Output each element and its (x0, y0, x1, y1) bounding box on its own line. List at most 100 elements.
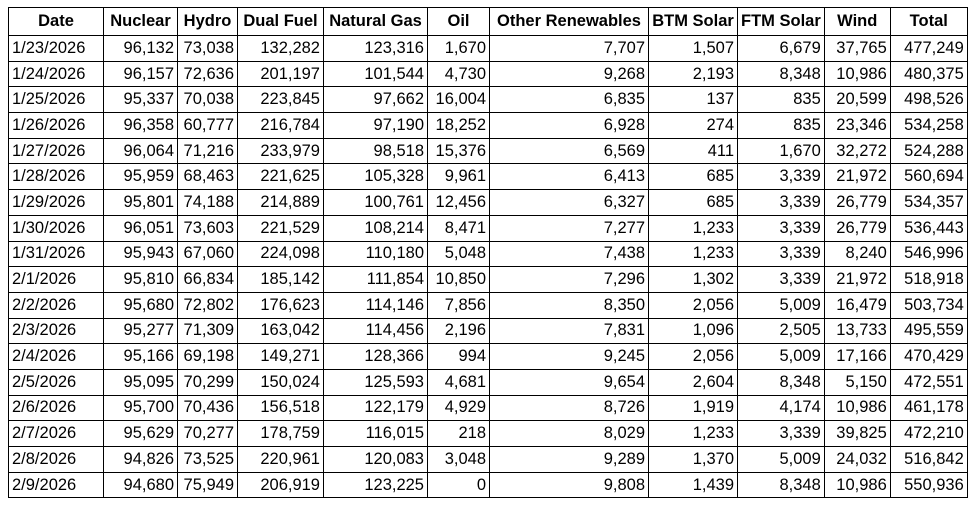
value-cell: 498,526 (889, 86, 968, 114)
value-cell: 150,024 (237, 368, 324, 396)
value-cell: 8,029 (489, 420, 649, 447)
column-header: Nuclear (103, 7, 178, 36)
value-cell: 8,348 (737, 368, 825, 396)
value-cell: 120,083 (323, 446, 428, 473)
value-cell: 472,551 (889, 368, 968, 396)
value-cell: 16,004 (427, 86, 490, 114)
value-cell: 122,179 (323, 394, 428, 422)
value-cell: 3,339 (737, 420, 825, 447)
table-header: Date Nuclear Hydro Dual Fuel Natural Gas Oil O… (8, 7, 968, 36)
value-cell: 21,972 (823, 266, 891, 293)
value-cell: 100,761 (323, 189, 428, 216)
table-row: 2/1/2026 95,810 66,834 185,142 111,854 10,850… (8, 266, 968, 293)
value-cell: 274 (648, 112, 738, 139)
value-cell: 111,854 (323, 266, 428, 293)
value-cell: 116,015 (323, 420, 428, 447)
column-header: Oil (427, 7, 490, 36)
value-cell: 524,288 (889, 137, 968, 165)
value-cell: 3,048 (427, 446, 490, 473)
value-cell: 835 (737, 112, 825, 139)
value-cell: 0 (427, 471, 490, 499)
value-cell: 66,834 (177, 266, 238, 293)
value-cell: 10,850 (427, 266, 490, 293)
value-cell: 71,216 (177, 137, 238, 165)
value-cell: 114,146 (323, 291, 428, 319)
column-header: Date (8, 7, 104, 36)
value-cell: 12,456 (427, 189, 490, 216)
value-cell: 4,730 (427, 60, 490, 88)
table-row: 2/9/2026 94,680 75,949 206,919 123,225 0 9,808… (8, 471, 968, 499)
value-cell: 13,733 (823, 317, 891, 345)
value-cell: 7,856 (427, 291, 490, 319)
value-cell: 6,327 (489, 189, 649, 216)
date-cell: 1/23/2026 (8, 35, 104, 62)
value-cell: 75,949 (177, 471, 238, 499)
value-cell: 16,479 (823, 291, 891, 319)
table-row: 2/4/2026 95,166 69,198 149,271 128,366 994 9,2… (8, 343, 968, 370)
value-cell: 108,214 (323, 214, 428, 242)
date-cell: 2/6/2026 (8, 394, 104, 422)
value-cell: 94,680 (103, 471, 178, 499)
value-cell: 74,188 (177, 189, 238, 216)
value-cell: 9,268 (489, 60, 649, 88)
value-cell: 224,098 (237, 240, 324, 268)
value-cell: 411 (648, 137, 738, 165)
value-cell: 185,142 (237, 266, 324, 293)
value-cell: 37,765 (823, 35, 891, 62)
value-cell: 72,802 (177, 291, 238, 319)
value-cell: 68,463 (177, 163, 238, 191)
column-header: Other Renewables (489, 7, 649, 36)
value-cell: 5,009 (737, 446, 825, 473)
value-cell: 5,048 (427, 240, 490, 268)
value-cell: 495,559 (889, 317, 968, 345)
value-cell: 4,174 (737, 394, 825, 422)
date-cell: 1/30/2026 (8, 214, 104, 242)
value-cell: 8,348 (737, 60, 825, 88)
value-cell: 503,734 (889, 291, 968, 319)
value-cell: 534,357 (889, 189, 968, 216)
value-cell: 2,193 (648, 60, 738, 88)
value-cell: 1,439 (648, 471, 738, 499)
table-body: 1/23/2026 96,132 73,038 132,282 123,316 1,670… (8, 35, 968, 499)
value-cell: 6,928 (489, 112, 649, 139)
value-cell: 7,438 (489, 240, 649, 268)
table-row: 2/8/2026 94,826 73,525 220,961 120,083 3,048 9… (8, 446, 968, 473)
value-cell: 176,623 (237, 291, 324, 319)
date-cell: 2/2/2026 (8, 291, 104, 319)
value-cell: 8,240 (823, 240, 891, 268)
value-cell: 39,825 (823, 420, 891, 447)
value-cell: 6,679 (737, 35, 825, 62)
table-row: 1/31/2026 95,943 67,060 224,098 110,180 5,048… (8, 240, 968, 268)
table-row: 1/30/2026 96,051 73,603 221,529 108,214 8,471… (8, 214, 968, 242)
value-cell: 214,889 (237, 189, 324, 216)
value-cell: 3,339 (737, 189, 825, 216)
value-cell: 4,681 (427, 368, 490, 396)
value-cell: 110,180 (323, 240, 428, 268)
value-cell: 95,095 (103, 368, 178, 396)
value-cell: 96,051 (103, 214, 178, 242)
value-cell: 218 (427, 420, 490, 447)
value-cell: 95,943 (103, 240, 178, 268)
value-cell: 221,625 (237, 163, 324, 191)
value-cell: 685 (648, 163, 738, 191)
table-row: 1/25/2026 95,337 70,038 223,845 97,662 16,004… (8, 86, 968, 114)
value-cell: 4,929 (427, 394, 490, 422)
value-cell: 128,366 (323, 343, 428, 370)
column-header: Dual Fuel (237, 7, 324, 36)
date-cell: 2/3/2026 (8, 317, 104, 345)
value-cell: 534,258 (889, 112, 968, 139)
value-cell: 149,271 (237, 343, 324, 370)
table-row: 2/7/2026 95,629 70,277 178,759 116,015 218 8,0… (8, 420, 968, 447)
value-cell: 9,961 (427, 163, 490, 191)
table-row: 1/23/2026 96,132 73,038 132,282 123,316 1,670… (8, 35, 968, 62)
value-cell: 550,936 (889, 471, 968, 499)
value-cell: 95,810 (103, 266, 178, 293)
value-cell: 70,299 (177, 368, 238, 396)
value-cell: 163,042 (237, 317, 324, 345)
value-cell: 518,918 (889, 266, 968, 293)
date-cell: 2/5/2026 (8, 368, 104, 396)
value-cell: 1,233 (648, 214, 738, 242)
value-cell: 73,038 (177, 35, 238, 62)
value-cell: 26,779 (823, 189, 891, 216)
value-cell: 132,282 (237, 35, 324, 62)
